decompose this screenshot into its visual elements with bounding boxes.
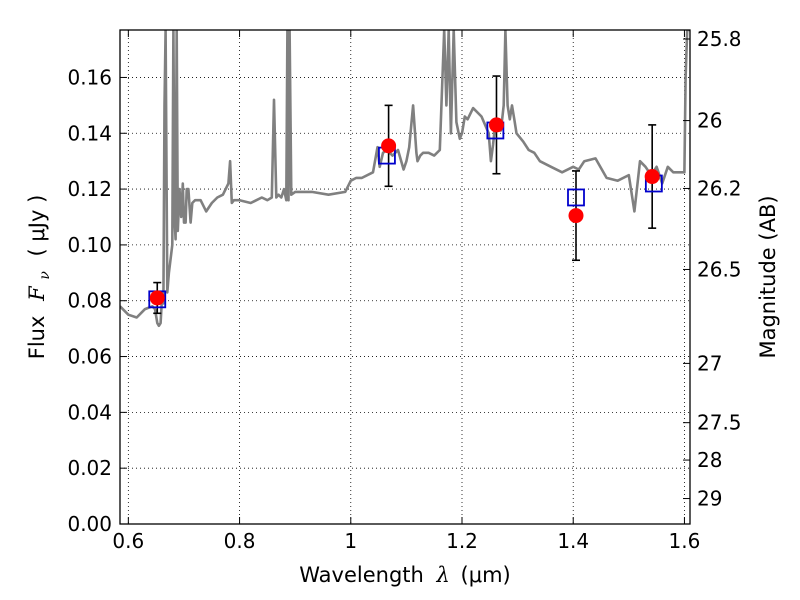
x-axis-title-text: Wavelength <box>299 563 424 587</box>
observed-point <box>568 208 584 224</box>
x-tick-label: 1.4 <box>557 529 589 553</box>
y-tick-label: 0.16 <box>67 65 112 89</box>
y-tick-label: 0.08 <box>67 289 112 313</box>
y-axis: 0.00 0.02 0.04 0.06 0.08 0.10 0.12 0.14 0.16 <box>67 65 127 536</box>
y-axis-title-symbol: F <box>25 285 49 302</box>
plot-frame <box>119 29 691 525</box>
right-tick-label: 26.2 <box>697 176 742 200</box>
observed-series <box>149 117 660 306</box>
observed-point <box>488 117 504 133</box>
right-axis: 25.8 26 26.2 26.5 27 27.5 28 29 <box>683 27 742 511</box>
y-tick-label: 0.14 <box>67 121 112 145</box>
x-axis-title-unit: (μm) <box>461 563 511 587</box>
observed-point <box>644 169 660 185</box>
y-tick-label: 0.00 <box>67 512 112 536</box>
x-axis: 0.6 0.8 1 1.2 1.4 1.6 <box>112 30 700 553</box>
right-tick-label: 26 <box>697 109 722 133</box>
right-tick-label: 28 <box>697 448 722 472</box>
x-tick-label: 1.2 <box>446 529 478 553</box>
y-tick-label: 0.04 <box>67 400 112 424</box>
y-tick-label: 0.12 <box>67 177 112 201</box>
spectrum-line <box>120 30 690 328</box>
y-tick-label: 0.06 <box>67 345 112 369</box>
model-point <box>567 188 585 207</box>
x-axis-title-symbol: λ <box>436 563 450 587</box>
right-tick-label: 25.8 <box>697 27 742 51</box>
right-tick-label: 27 <box>697 351 722 375</box>
y-tick-label: 0.10 <box>67 233 112 257</box>
x-tick-label: 0.8 <box>224 529 256 553</box>
right-tick-label: 26.5 <box>697 257 742 281</box>
y-axis-title-text: Flux <box>25 316 49 360</box>
right-axis-title: Magnitude (AB) <box>756 195 780 358</box>
observed-point <box>149 290 165 306</box>
y-axis-title-subscript: ν <box>37 271 53 280</box>
x-tick-label: 1 <box>344 529 357 553</box>
y-axis-title: Flux F ν ( μJy ) <box>25 195 54 360</box>
x-tick-label: 0.6 <box>112 529 144 553</box>
observed-point <box>381 138 397 154</box>
right-tick-label: 29 <box>697 487 722 511</box>
x-axis-title: Wavelength λ (μm) <box>299 563 510 587</box>
y-axis-title-unit: ( μJy ) <box>25 195 49 257</box>
y-tick-label: 0.02 <box>67 456 112 480</box>
spectrum-series <box>120 30 690 328</box>
right-tick-label: 27.5 <box>697 411 742 435</box>
x-tick-label: 1.6 <box>669 529 701 553</box>
